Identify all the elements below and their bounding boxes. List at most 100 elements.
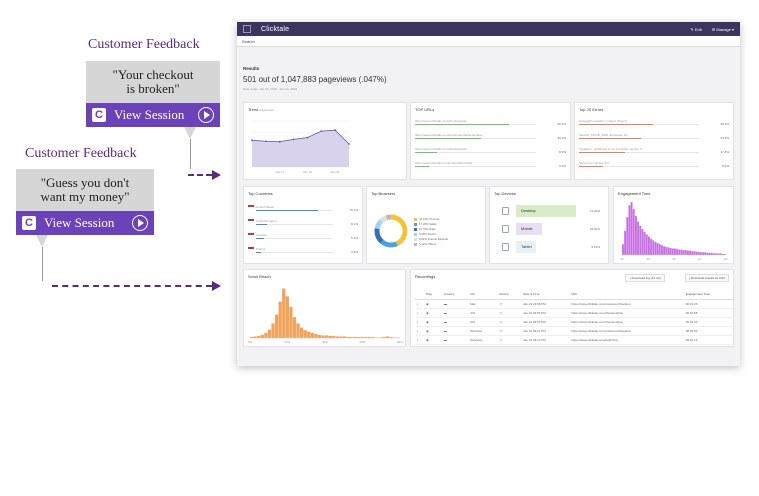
table-row[interactable]: ▪ ◉ ▬ Mac ▭ Jan 22 22:56 PM https://www.clickt… (415, 299, 735, 309)
histogram-bar (715, 253, 718, 255)
browser-legend-item: 15.70% Edge (414, 227, 436, 231)
scroll-reach-card: Scroll Reach 0% 20% 40% 60% 80% (243, 269, 406, 347)
histogram-bar (710, 252, 713, 255)
trend-x-tick: Jan 17 (275, 170, 284, 174)
country-value: 3.2% (351, 250, 358, 254)
play-recording-icon[interactable]: ◉ (424, 308, 442, 318)
engagement-cell: 00:01:58 (683, 308, 735, 318)
row-checkbox[interactable]: ▪ (415, 308, 425, 318)
table-row[interactable]: ▪ ◉ ▬ iOS ▭ Jan 22 08:57 PM https://www.clickt… (415, 317, 735, 327)
country-value: 75.4% (349, 208, 358, 212)
histogram-bar (328, 335, 332, 338)
device-row[interactable]: Desktop 71.20% (502, 205, 600, 217)
histogram-bar (674, 248, 676, 255)
row-value: 6.2% (559, 164, 566, 168)
play-recording-icon[interactable]: ◉ (424, 326, 442, 336)
country-row[interactable]: Canada 5.4% (248, 233, 358, 245)
column-header[interactable]: Play (424, 290, 442, 300)
url-cell: https://www.clicktale.com/customer/check… (569, 299, 684, 309)
country-bar-fill (256, 210, 318, 212)
table-row[interactable]: ▪ ◉ ▬ Windows ▭ Jan 22 03:13 PM https://www.cl… (415, 335, 735, 345)
device-row[interactable]: Tablet 6.10% (502, 241, 600, 253)
recordings-title: Recordings (415, 274, 436, 279)
clicktale-c-icon: C (22, 216, 36, 230)
row-checkbox[interactable]: ▪ (415, 299, 425, 309)
list-row[interactable]: https://www.clicktale.com/checkout/cart 8… (415, 147, 566, 159)
country-bar-track (256, 224, 333, 226)
x-tick-label: 20 (620, 257, 624, 261)
trend-point (278, 140, 281, 143)
row-checkbox[interactable]: ▪ (415, 326, 425, 336)
row-checkbox[interactable]: ▪ (415, 317, 425, 327)
histogram-bar (382, 336, 386, 338)
column-header[interactable]: Date & Time (521, 290, 570, 300)
search-bar[interactable]: Search (237, 36, 740, 47)
engagement-histogram: 20 40 60 1m 2m (620, 202, 729, 261)
download-log-button[interactable]: ⤓ Download log (13 rec) (625, 274, 665, 282)
histogram-bar (289, 306, 293, 338)
list-row[interactable]: Method_STATE_ERR (Exception 11) 24.5% (579, 133, 729, 145)
os-cell: Windows (468, 326, 498, 336)
list-row[interactable]: Script error (at line 42) 8.5% (579, 161, 729, 173)
histogram-bar (693, 251, 696, 255)
device-icon: ▭ (497, 299, 522, 309)
histogram-bar (648, 236, 650, 255)
list-row[interactable]: https://www.clicktale.com/customer/check… (415, 133, 566, 145)
country-flag-icon: ▬ (441, 335, 469, 345)
column-header[interactable] (415, 290, 425, 300)
country-row[interactable]: France 3.2% (248, 247, 358, 259)
quote-1-line-1: "Your checkout (112, 67, 194, 82)
bubble-tail-2 (36, 235, 48, 247)
edit-button[interactable]: ✎ Edit (690, 26, 702, 32)
top-countries-title: Top Countries (248, 191, 273, 196)
column-header[interactable]: Country (441, 290, 469, 300)
view-session-button-1[interactable]: C View Session (86, 103, 220, 127)
row-checkbox[interactable]: ▪ (415, 335, 425, 345)
row-bar-fill (415, 138, 482, 140)
play-recording-icon[interactable]: ◉ (424, 335, 442, 345)
list-row[interactable]: TypeError: undefined is not a function (… (579, 147, 729, 159)
quote-1-line-2: is broken" (126, 81, 180, 96)
app-grid-icon[interactable] (243, 25, 251, 33)
date-cell: Jan 22 09:55 PM (521, 308, 570, 318)
play-recording-icon[interactable]: ◉ (424, 299, 442, 309)
row-bar-fill (579, 166, 603, 168)
download-csv-button[interactable]: ⤓ Download results as CSV (684, 274, 729, 282)
view-session-button-2[interactable]: C View Session (16, 211, 154, 235)
date-cell: Jan 22 22:56 PM (521, 299, 570, 309)
histogram-bar (285, 296, 289, 338)
histogram-bar (680, 249, 683, 255)
legend-label: 15.70% Edge (419, 227, 436, 231)
row-label: https://www.clicktale.com/checkout/cart (415, 147, 468, 151)
list-row[interactable]: Uncaught exception: (object Object) 28.1% (579, 119, 729, 131)
search-label: Search (242, 39, 255, 44)
column-header[interactable]: Engagement Time (683, 290, 735, 300)
country-row[interactable]: United States 75.4% (248, 205, 358, 217)
top-countries-card: Top Countries United States 75.4% United K… (243, 186, 363, 264)
histogram-bar (353, 336, 357, 338)
column-header[interactable]: OS (468, 290, 498, 300)
table-row[interactable]: ▪ ◉ ▬ iOS ▭ Jan 22 09:55 PM https://www.clickt… (415, 308, 735, 318)
histogram-bar (314, 333, 318, 338)
row-value: 8.5% (722, 164, 729, 168)
column-header[interactable]: URL (569, 290, 684, 300)
histogram-bar (310, 332, 314, 338)
table-row[interactable]: ▪ ◉ ▬ Windows ▭ Jan 22 09:21 PM https://www.cl… (415, 326, 735, 336)
device-row[interactable]: Mobile 22.60% (502, 223, 600, 235)
manage-menu[interactable]: ⚙ Manage ▾ (711, 26, 734, 32)
legend-label: 5.12% Others (419, 242, 437, 246)
feedback-bubble-1: "Your checkout is broken" C View Session (86, 61, 220, 127)
list-row[interactable]: https://www.clicktale.com/product/item/i… (415, 161, 566, 173)
country-value: 5.4% (351, 236, 358, 240)
country-row[interactable]: United Kingdom 8.1% (248, 219, 358, 231)
device-label: Desktop (521, 208, 536, 213)
list-row[interactable]: https://www.clicktale.com/checkout/pay 52… (415, 119, 566, 131)
histogram-bar (278, 301, 282, 338)
date-cell: Jan 22 08:57 PM (521, 317, 570, 327)
play-recording-icon[interactable]: ◉ (424, 317, 442, 327)
column-header[interactable]: Device (497, 290, 522, 300)
top-browsers-card: Top Browsers 41.10% Chrome 17.20% Safari 1… (366, 186, 486, 264)
clicktale-app-window: Clicktale ✎ Edit ⚙ Manage ▾ Search Resul… (237, 22, 740, 366)
histogram-bar (669, 247, 672, 255)
row-value: 17.4% (720, 150, 729, 154)
